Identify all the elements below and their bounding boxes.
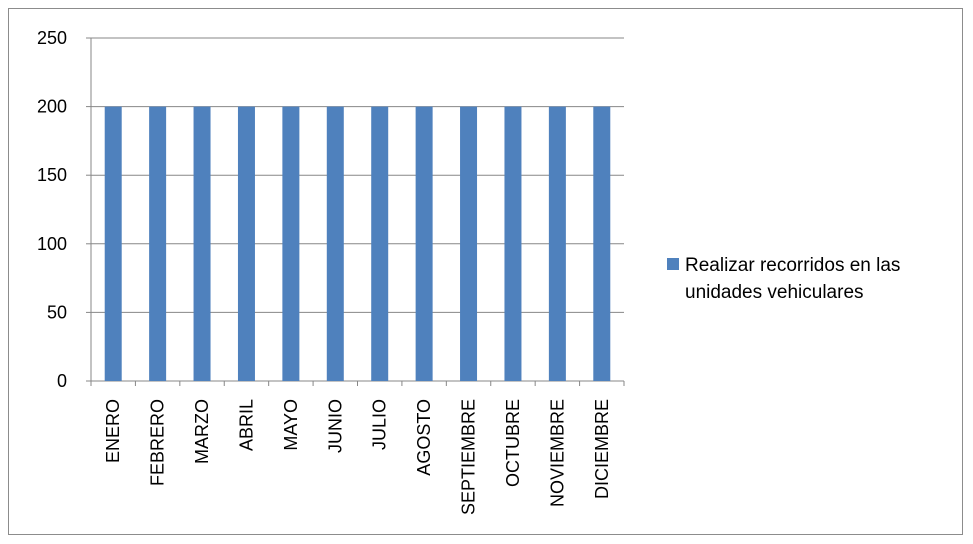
y-tick-label: 150 [37, 165, 67, 185]
legend-label: Realizar recorridos en las [685, 255, 900, 276]
bar-mayo [282, 106, 300, 381]
bar-septiembre [460, 106, 478, 381]
x-tick-label: JUNIO [325, 399, 345, 453]
bar-agosto [415, 106, 433, 381]
y-tick-label: 0 [57, 371, 67, 391]
bar-abril [237, 106, 255, 381]
chart-area [8, 8, 963, 535]
y-tick-label: 50 [47, 302, 67, 322]
bar-noviembre [548, 106, 566, 381]
legend-marker [667, 258, 679, 270]
x-tick-label: JULIO [370, 399, 390, 450]
bar-octubre [504, 106, 522, 381]
x-tick-label: ABRIL [236, 399, 256, 451]
legend-label: unidades vehiculares [685, 282, 864, 303]
x-tick-label: MAYO [281, 399, 301, 451]
bar-enero [104, 106, 122, 381]
bar-diciembre [593, 106, 611, 381]
bar-julio [371, 106, 389, 381]
x-tick-label: ENERO [103, 399, 123, 463]
y-tick-label: 250 [37, 28, 67, 48]
bar-junio [326, 106, 344, 381]
bar-febrero [149, 106, 167, 381]
y-tick-label: 200 [37, 97, 67, 117]
y-tick-label: 100 [37, 234, 67, 254]
x-tick-label: OCTUBRE [503, 399, 523, 487]
x-tick-label: SEPTIEMBRE [459, 399, 479, 515]
x-tick-label: MARZO [192, 399, 212, 464]
bar-marzo [193, 106, 211, 381]
x-tick-label: AGOSTO [414, 399, 434, 476]
x-tick-label: FEBRERO [148, 399, 168, 486]
x-tick-label: DICIEMBRE [592, 399, 612, 499]
x-tick-label: NOVIEMBRE [547, 399, 567, 507]
